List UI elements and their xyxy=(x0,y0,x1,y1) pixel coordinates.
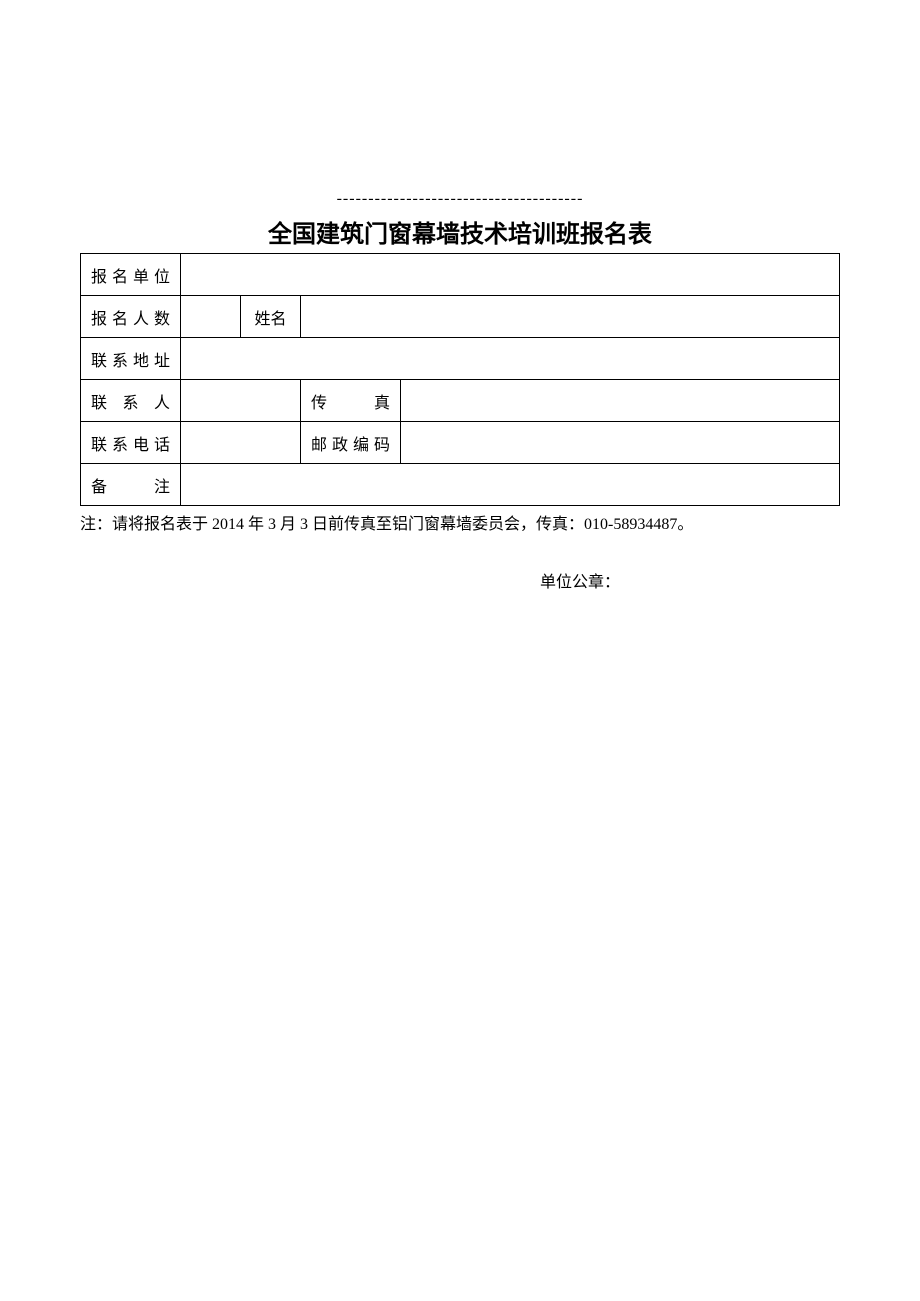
value-zip[interactable] xyxy=(401,422,840,464)
document-container: --------------------------------------- … xyxy=(80,190,840,592)
value-fax[interactable] xyxy=(401,380,840,422)
label-address: 联系地址 xyxy=(81,338,181,380)
row-notes: 备 注 xyxy=(81,464,840,506)
registration-form-table: 报名单位 报名人数 姓名 联系地址 联 系 人 传 真 联系电话 邮政编码 备 … xyxy=(80,253,840,506)
row-address: 联系地址 xyxy=(81,338,840,380)
form-title: 全国建筑门窗幕墙技术培训班报名表 xyxy=(80,214,840,249)
footnote-text: 注：请将报名表于 2014 年 3 月 3 日前传真至铝门窗幕墙委员会，传真：0… xyxy=(80,512,840,538)
label-phone: 联系电话 xyxy=(81,422,181,464)
row-contact-fax: 联 系 人 传 真 xyxy=(81,380,840,422)
label-fax: 传 真 xyxy=(301,380,401,422)
value-notes[interactable] xyxy=(181,464,840,506)
divider-line: --------------------------------------- xyxy=(80,190,840,208)
row-phone-zip: 联系电话 邮政编码 xyxy=(81,422,840,464)
label-zip: 邮政编码 xyxy=(301,422,401,464)
row-company: 报名单位 xyxy=(81,254,840,296)
label-name: 姓名 xyxy=(241,296,301,338)
label-company: 报名单位 xyxy=(81,254,181,296)
value-company[interactable] xyxy=(181,254,840,296)
label-count: 报名人数 xyxy=(81,296,181,338)
value-address[interactable] xyxy=(181,338,840,380)
label-contact: 联 系 人 xyxy=(81,380,181,422)
label-notes: 备 注 xyxy=(81,464,181,506)
value-phone[interactable] xyxy=(181,422,301,464)
row-count-name: 报名人数 姓名 xyxy=(81,296,840,338)
value-name[interactable] xyxy=(301,296,840,338)
value-count[interactable] xyxy=(181,296,241,338)
seal-label: 单位公章： xyxy=(80,568,840,592)
value-contact[interactable] xyxy=(181,380,301,422)
